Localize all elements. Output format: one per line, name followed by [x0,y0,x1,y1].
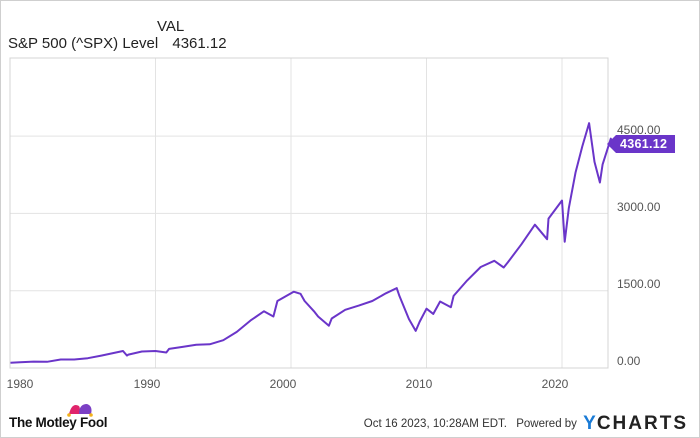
timestamp: Oct 16 2023, 10:28AM EDT. [363,418,507,430]
y-tick-0: 0.00 [617,354,641,368]
x-tick-2020: 2020 [541,377,569,391]
legend-series-label: S&P 500 (^SPX) Level [8,35,159,52]
last-value-badge: 4361.12 [606,135,676,153]
legend-row: S&P 500 (^SPX) Level 4361.12 [8,35,227,52]
y-tick-1500: 1500.00 [617,277,661,291]
x-tick-2000: 2000 [269,377,297,391]
gridlines [10,58,608,368]
attribution: Oct 16 2023, 10:28AM EDT. Powered by YCH… [364,413,688,435]
ycharts-logo: YCHARTS [583,413,688,434]
x-tick-1980: 1980 [6,377,34,391]
plot-border [9,57,609,369]
x-tick-2010: 2010 [405,377,433,391]
legend-column-header: VAL [157,18,185,35]
x-tick-1990: 1990 [133,377,161,391]
jester-hat-icon [67,404,93,417]
ycharts-wordmark: CHARTS [596,413,688,434]
y-tick-4500: 4500.00 [617,123,661,137]
legend-series-value: 4361.12 [172,35,227,52]
ycharts-y-icon: Y [583,413,597,434]
y-tick-3000: 3000.00 [617,200,661,214]
motley-fool-wordmark: The Motley Fool [9,415,108,430]
powered-by-label: Powered by [516,418,577,430]
spx-line [10,122,615,364]
